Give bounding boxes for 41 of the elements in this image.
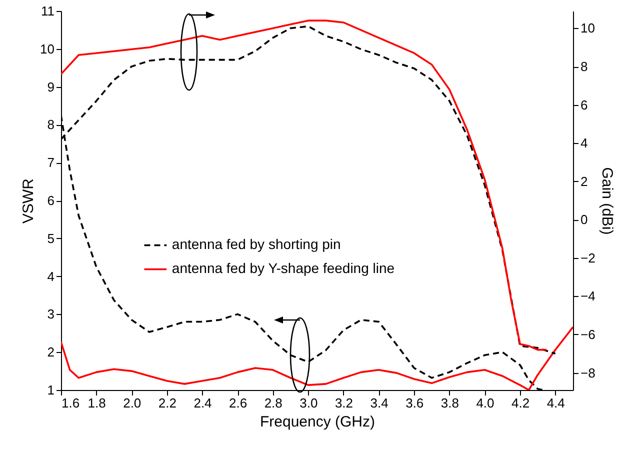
x-tick-label: 1.8 [88,396,106,410]
x-tick-label: 4.4 [546,396,565,410]
y2-tick-label: −6 [580,326,596,342]
y2-tick-label: 0 [580,212,588,228]
y-tick-label: 8 [47,117,54,132]
y2-tick-label: −2 [580,250,596,266]
y-tick-label: 9 [47,79,54,94]
x-tick-label: 4.2 [511,396,530,410]
y-tick-label: 3 [47,306,54,322]
y-tick-label: 11 [41,4,54,18]
y-tick-label: 10 [40,41,54,56]
y-tick-label: 2 [47,344,54,360]
x-tick-label: 1.6 [62,396,80,410]
legend-label: antenna fed by shorting pin [172,236,341,252]
x-tick-label: 3.4 [370,396,388,410]
x-axis-title: Frequency (GHz) [260,414,376,430]
x-tick-label: 3.2 [334,396,354,410]
x-tick-label: 3.0 [300,396,318,410]
x-tick-label: 2.6 [229,396,248,410]
legend-label: antenna fed by Y-shape feeding line [172,260,395,276]
y-tick-label: 7 [47,155,54,170]
x-tick-label: 2.2 [158,396,176,410]
x-tick-label: 3.6 [406,396,424,410]
x-tick-label: 3.8 [440,396,459,410]
y2-tick-label: 6 [580,97,588,112]
y-tick-label: 6 [47,193,54,208]
y2-tick-label: 2 [580,174,588,189]
y2-tick-label: −4 [580,288,596,304]
y2-axis-title: Gain (dBi) [598,167,616,235]
x-tick-label: 2.4 [194,396,212,410]
y-tick-label: 4 [47,268,54,284]
y-axis-title: VSWR [20,178,38,224]
y-tick-label: 1 [47,382,54,398]
x-tick-label: 4.0 [476,396,494,410]
x-tick-label: 2.0 [123,396,142,410]
y2-tick-label: −8 [580,365,596,380]
y2-tick-label: 4 [580,136,588,151]
y-tick-label: 5 [47,230,54,246]
y2-tick-label: 8 [580,59,588,74]
y2-tick-label: 10 [580,20,595,36]
x-tick-label: 2.8 [264,396,282,410]
